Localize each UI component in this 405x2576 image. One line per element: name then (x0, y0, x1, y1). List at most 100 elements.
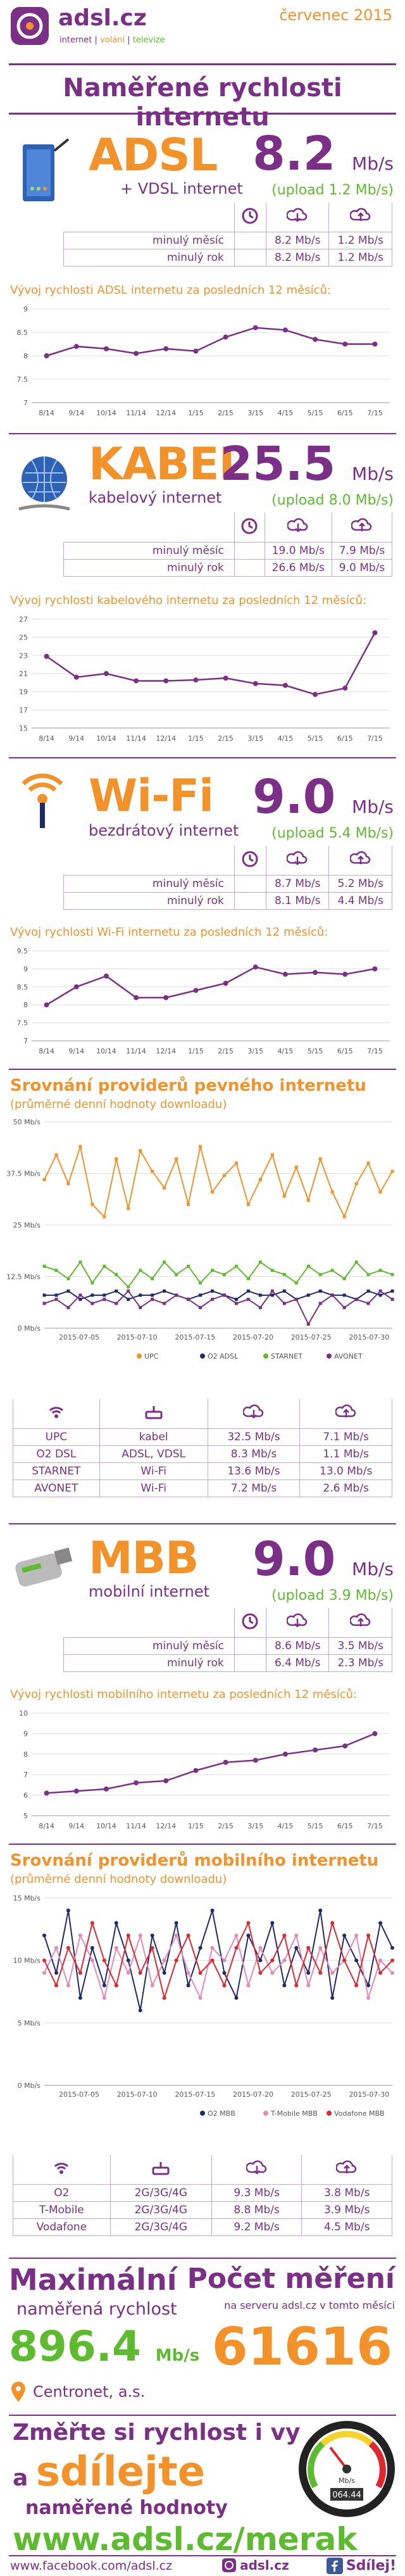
data-point (151, 1293, 154, 1297)
data-point (78, 1933, 82, 1938)
x-tick-label: 4/15 (278, 409, 294, 417)
data-point (318, 1157, 322, 1161)
data-point (270, 1293, 274, 1297)
data-point (193, 677, 199, 683)
data-point (282, 971, 288, 977)
data-point (378, 1269, 382, 1272)
x-tick-label: 2015-07-25 (291, 2090, 332, 2099)
data-point (103, 1264, 106, 1268)
data-point (306, 1293, 310, 1297)
logo-tagline: internet | volání | televize (59, 35, 165, 45)
data-point (234, 1945, 239, 1950)
data-point (378, 1971, 383, 1975)
facebook-link[interactable]: www.facebook.com/adsl.cz (10, 2559, 173, 2573)
y-tick-label: 10 Mb/s (13, 1957, 41, 1965)
divider (9, 1844, 396, 1845)
data-point (90, 1945, 94, 1950)
y-tick-label: 5 (23, 1812, 28, 1820)
data-point (378, 1289, 382, 1293)
x-tick-label: 3/15 (247, 1822, 263, 1830)
average-speed: 9.0 Mb/s (252, 1532, 394, 1586)
logo[interactable]: adsl.cz internet | volání | televize (9, 4, 173, 54)
data-point (354, 1260, 358, 1264)
clock-icon (242, 208, 258, 223)
x-tick-label: 12/14 (156, 1047, 176, 1055)
x-tick-label: 7/15 (367, 1822, 383, 1830)
data-point (186, 1933, 190, 1938)
data-point (199, 1281, 202, 1285)
data-point (127, 1289, 130, 1293)
data-point (163, 1778, 169, 1783)
divider (9, 1523, 396, 1524)
y-tick-label: 7 (23, 399, 28, 407)
data-point (175, 1293, 178, 1297)
data-point (252, 681, 258, 686)
x-tick-label: 4/15 (278, 1822, 294, 1830)
x-tick-label: 8/14 (39, 409, 54, 417)
data-point (127, 1285, 130, 1289)
y-tick-label: 7.5 (17, 375, 28, 384)
divider (9, 113, 396, 115)
x-tick-label: 11/14 (126, 409, 146, 417)
x-tick-label: 10/14 (96, 1822, 116, 1830)
y-tick-label: 10 (19, 1709, 28, 1718)
y-tick-label: 19 (19, 688, 28, 696)
providers-table: O2 2G/3G/4G 9.3 Mb/s 3.8 Mb/s T-Mobile 2G/3G… (13, 2155, 392, 2236)
y-tick-label: 50 Mb/s (13, 1118, 41, 1126)
data-point (390, 1971, 394, 1975)
legend-label: O2 MBB (208, 2109, 235, 2118)
logo-text: adsl.cz (58, 5, 147, 31)
data-point (114, 1921, 118, 1925)
data-point (151, 1277, 154, 1281)
section-subtitle: kabelový internet (89, 489, 222, 506)
y-tick-label: 0 Mb/s (18, 2082, 41, 2090)
series-line (44, 1290, 393, 1326)
data-point (223, 1759, 228, 1765)
data-point (366, 1161, 370, 1165)
cloud-download-icon (287, 518, 308, 532)
x-tick-label: 3/15 (247, 734, 263, 743)
data-point (372, 341, 378, 347)
series-line (46, 632, 376, 696)
x-tick-label: 11/14 (126, 1047, 146, 1055)
data-point (163, 1289, 166, 1293)
data-point (44, 1790, 49, 1796)
data-point (102, 1958, 106, 1963)
speedtest-link[interactable]: www.adsl.cz/merak (13, 2521, 358, 2558)
data-point (372, 966, 378, 972)
data-point (318, 1272, 322, 1276)
x-tick-label: 2015-07-20 (233, 1333, 273, 1341)
data-point (294, 1297, 298, 1301)
cloud-download-icon (286, 1613, 308, 1628)
data-point (282, 682, 288, 688)
data-point (234, 1995, 239, 2000)
data-point (258, 1958, 263, 1963)
data-point (78, 1145, 82, 1148)
data-point (44, 1002, 49, 1008)
data-point (330, 1293, 334, 1297)
data-point (134, 678, 139, 684)
x-tick-label: 5/15 (308, 734, 323, 743)
data-point (222, 1174, 226, 1178)
data-point (54, 1153, 58, 1157)
section-name: ADSL (89, 129, 218, 181)
data-point (222, 1272, 226, 1276)
data-point (210, 1945, 215, 1950)
data-point (42, 1293, 46, 1297)
data-point (138, 2008, 142, 2013)
data-point (103, 1215, 106, 1219)
x-tick-label: 6/15 (337, 734, 353, 743)
footer-logo[interactable]: adsl.cz (221, 2558, 289, 2573)
section-title: Srovnání providerů mobilního internetu (10, 1851, 379, 1870)
data-point (306, 1945, 311, 1950)
x-tick-label: 8/14 (39, 734, 54, 743)
data-point (294, 1281, 298, 1285)
section-subtitle: (průměrné denní hodnoty downloadu) (10, 1873, 227, 1886)
data-point (223, 981, 228, 986)
data-point (234, 1302, 238, 1305)
cloud-upload-icon (349, 1613, 370, 1626)
data-point (42, 1971, 46, 1975)
x-tick-label: 12/14 (156, 1822, 176, 1830)
data-point (246, 1983, 251, 1988)
share-button[interactable]: Sdílej! (326, 2558, 396, 2574)
